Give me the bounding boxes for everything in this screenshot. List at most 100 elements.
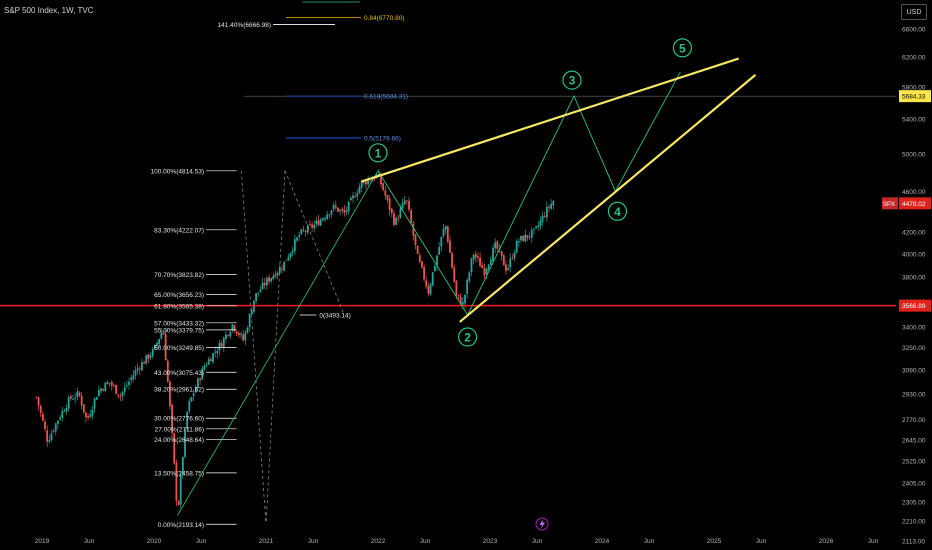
candle-body	[328, 214, 331, 216]
candle-body	[489, 260, 492, 266]
candle-body	[485, 268, 488, 275]
candle-body	[214, 351, 217, 353]
candle-body	[427, 286, 430, 294]
candle-body	[423, 266, 425, 280]
wedge-upper-line[interactable]	[360, 57, 739, 183]
candle-body	[164, 334, 167, 361]
candle-body	[274, 274, 277, 277]
wave-marker-circle[interactable]	[562, 70, 582, 90]
x-tick-label: Jun	[196, 538, 207, 545]
y-tick-label: 2210.00	[902, 518, 926, 525]
wave-marker-circle[interactable]	[607, 201, 628, 221]
candle-body	[509, 258, 512, 268]
fib-level-label: 61.80%(3565.38)	[154, 303, 204, 310]
elliott-wave-path[interactable]	[377, 71, 681, 316]
lightning-icon[interactable]	[535, 517, 549, 531]
candle-body	[136, 368, 139, 371]
candle-body	[46, 430, 49, 442]
candle-body	[291, 250, 294, 253]
candle-body	[431, 272, 434, 286]
wedge-lower-line[interactable]	[459, 74, 757, 323]
candle-body	[520, 235, 522, 241]
candle-body	[524, 234, 527, 242]
candle-body	[459, 296, 462, 305]
candle-body	[74, 397, 77, 399]
candle-body	[270, 278, 273, 282]
currency-button[interactable]: USD	[901, 4, 927, 20]
candle-body	[321, 218, 324, 221]
candle-body	[403, 200, 406, 204]
candle-body	[293, 239, 296, 252]
candle-body	[250, 311, 253, 315]
x-tick-label: 2026	[819, 538, 834, 545]
candle-body	[481, 265, 484, 269]
candle-body	[440, 236, 443, 247]
candle-body	[332, 204, 335, 210]
candle-body	[156, 342, 158, 346]
candle-body	[526, 235, 529, 238]
candle-body	[408, 201, 410, 210]
x-tick-label: Jun	[84, 538, 95, 545]
candle-body	[399, 208, 402, 218]
candle-body	[425, 280, 428, 287]
wave-marker-circle[interactable]	[672, 38, 693, 58]
candle-body	[240, 333, 242, 335]
candle-body	[287, 257, 290, 261]
candle-body	[324, 218, 326, 220]
candle-body	[257, 292, 260, 294]
candle-body	[545, 206, 548, 218]
candles-layer	[35, 169, 555, 509]
candle-body	[298, 235, 301, 237]
candle-body	[69, 396, 72, 399]
wave-marker-circle[interactable]	[368, 143, 388, 163]
wave-marker-label: 2	[464, 331, 471, 345]
candle-body	[461, 302, 464, 305]
candle-body	[259, 289, 262, 292]
candle-body	[248, 314, 251, 328]
candle-body	[72, 399, 74, 400]
candle-body	[110, 381, 113, 386]
candle-body	[343, 209, 346, 213]
candle-body	[360, 181, 363, 188]
candle-body	[222, 337, 225, 347]
y-tick-label: 3090.00	[902, 368, 926, 375]
candle-body	[382, 183, 385, 191]
candle-body	[317, 220, 320, 226]
candle-body	[281, 268, 283, 270]
candle-body	[289, 252, 292, 258]
candle-body	[539, 220, 542, 227]
candle-body	[207, 359, 210, 365]
candle-body	[113, 385, 115, 386]
candle-body	[203, 366, 206, 370]
candle-body	[48, 440, 51, 442]
y-tick-label: 6200.00	[902, 55, 926, 62]
candle-body	[410, 210, 413, 224]
candle-body	[171, 405, 173, 433]
y-tick-label: 4200.00	[902, 230, 926, 237]
x-tick-label: Jun	[420, 538, 431, 545]
fib-level-label: 13.50%(2458.75)	[154, 470, 204, 477]
candle-body	[515, 240, 518, 253]
candle-body	[145, 354, 148, 364]
candle-body	[405, 200, 408, 202]
candle-body	[95, 397, 98, 400]
candle-body	[522, 235, 525, 241]
candle-body	[384, 190, 387, 196]
candle-body	[184, 429, 186, 457]
y-tick-label: 2770.00	[902, 417, 926, 424]
candle-body	[209, 359, 212, 362]
candle-body	[199, 378, 201, 380]
candle-body	[449, 240, 451, 253]
candle-body	[89, 414, 92, 417]
candle-body	[436, 255, 438, 266]
candle-body	[106, 382, 109, 384]
support-price-tag-label: 3566.89	[902, 303, 926, 310]
candle-body	[93, 398, 96, 409]
candle-body	[85, 412, 87, 418]
y-tick-label: 5000.00	[902, 151, 926, 158]
candle-body	[76, 391, 79, 397]
wave-marker-circle[interactable]	[458, 327, 478, 347]
candle-body	[339, 209, 341, 212]
